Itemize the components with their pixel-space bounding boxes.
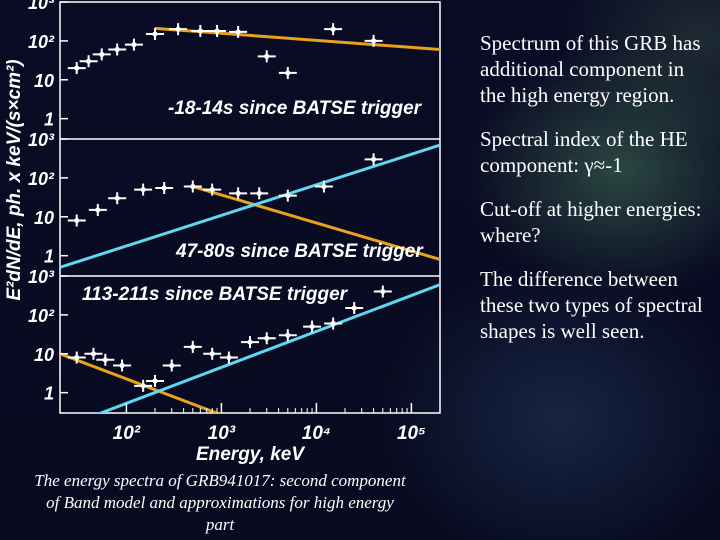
data-point (114, 46, 120, 53)
y-tick-label: 10² (28, 32, 55, 52)
data-point (285, 332, 291, 338)
spectra-chart: 1 10 10² 10³ -18-14s since BATSE trigger 1 10 1… (4, 0, 441, 465)
data-point (285, 70, 291, 76)
note-spectral-index: Spectral index of the HE component: γ≈-1 (480, 127, 688, 177)
y-axis-label: E²dN/dE, ph. x keV/(s×cm²) (4, 59, 25, 300)
y-tick-label: 10³ (28, 0, 55, 13)
data-point (175, 26, 181, 32)
y-tick-label: 10² (28, 169, 55, 189)
chart-panels: 1 10 10² 10³ -18-14s since BATSE trigger 1 10 1… (28, 0, 440, 413)
data-point (74, 65, 80, 71)
y-tick-label: 1 (44, 247, 54, 267)
data-point (256, 190, 262, 196)
data-point (330, 26, 336, 32)
panel-2 (60, 143, 440, 269)
data-point (264, 53, 270, 59)
data-point (321, 183, 327, 190)
data-point (161, 185, 167, 191)
note-difference: The difference between these two types o… (480, 267, 703, 343)
he-component-line (96, 283, 440, 413)
data-point (209, 186, 215, 193)
data-point (90, 351, 97, 357)
data-point (351, 305, 357, 311)
data-point (370, 38, 377, 44)
panel-label-3: 113-211s since BATSE trigger (82, 284, 349, 305)
data-point (285, 193, 291, 199)
data-point (74, 217, 80, 224)
data-point (190, 344, 196, 350)
y-tick-label: 10³ (28, 130, 55, 150)
data-point (226, 354, 232, 361)
data-point (197, 28, 203, 34)
data-point (95, 207, 101, 213)
data-point (152, 378, 158, 384)
he-component-line (60, 143, 440, 269)
data-point (330, 320, 336, 327)
data-point (380, 288, 386, 295)
data-point (140, 383, 146, 389)
data-point (235, 190, 241, 196)
panel-label-2: 47-80s since BATSE trigger (175, 241, 424, 262)
band-model-line (60, 352, 221, 413)
data-point (85, 58, 92, 64)
data-point (140, 186, 146, 193)
panel-3 (60, 283, 440, 413)
y-tick-label: 10² (28, 306, 55, 326)
note-cutoff: Cut-off at higher energies: where? (480, 197, 702, 247)
data-point (102, 357, 108, 363)
x-axis: 10² 10³ 10⁴ 10⁵ (113, 403, 426, 444)
data-point (152, 31, 158, 37)
data-point (264, 335, 270, 341)
y-tick-label: 10 (34, 345, 54, 365)
panel-label-1: -18-14s since BATSE trigger (168, 98, 423, 119)
data-point (247, 339, 253, 345)
data-point (114, 195, 120, 201)
x-tick-label: 10³ (208, 423, 236, 444)
data-point (209, 351, 215, 357)
panel-1 (67, 23, 440, 79)
x-tick-label: 10⁴ (302, 423, 331, 444)
x-axis-label: Energy, keV (196, 444, 305, 465)
band-model-line (192, 185, 440, 261)
y-tick-label: 10³ (28, 267, 55, 287)
figure-caption: The energy spectra of GRB941017: second … (34, 471, 406, 534)
x-tick-label: 10⁵ (397, 423, 426, 444)
data-point (169, 362, 175, 369)
notes-panel: Spectrum of this GRB has additional comp… (480, 30, 712, 362)
data-point (214, 28, 220, 34)
data-point (131, 42, 137, 48)
data-point (309, 323, 315, 330)
data-point (190, 183, 196, 190)
y-tick-label: 10 (34, 208, 54, 228)
note-additional-component: Spectrum of this GRB has additional comp… (480, 31, 701, 107)
data-point (74, 354, 80, 361)
x-tick-label: 10² (113, 423, 141, 444)
y-tick-label: 10 (34, 71, 54, 91)
y-tick-label: 1 (44, 384, 54, 404)
data-point (119, 362, 125, 369)
data-point (99, 51, 105, 57)
data-point (370, 156, 377, 162)
data-point (235, 29, 241, 35)
y-tick-label: 1 (44, 110, 54, 130)
